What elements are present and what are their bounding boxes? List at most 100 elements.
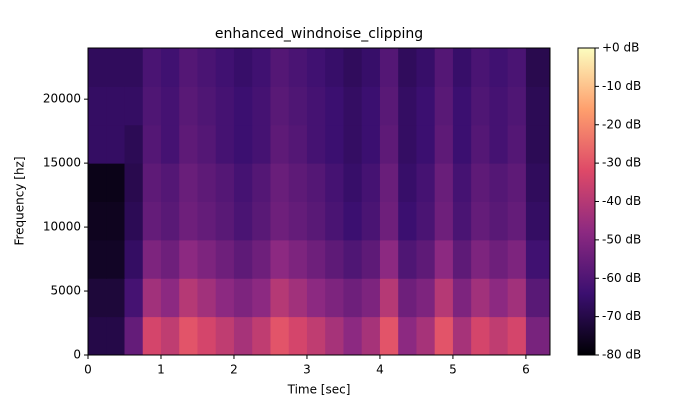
heatmap-cell xyxy=(106,316,125,356)
chart-title: enhanced_windnoise_clipping xyxy=(215,26,423,42)
heatmap-cell xyxy=(179,239,198,279)
heatmap-cell xyxy=(434,48,454,87)
heatmap-cell xyxy=(252,201,271,241)
heatmap-cell xyxy=(507,316,527,356)
heatmap-cell xyxy=(124,201,144,241)
heatmap-cell xyxy=(270,278,290,318)
heatmap-cell xyxy=(343,124,363,164)
heatmap-cell xyxy=(452,163,472,202)
heatmap-cell xyxy=(215,48,235,87)
heatmap-cell xyxy=(215,278,235,318)
heatmap-cell xyxy=(452,278,472,318)
heatmap-cell xyxy=(489,316,509,356)
heatmap-cell xyxy=(142,86,162,126)
heatmap-cell xyxy=(124,163,144,202)
heatmap-cell xyxy=(142,201,162,241)
heatmap-cell xyxy=(361,86,381,126)
heatmap-cell xyxy=(416,163,436,202)
heatmap-cell xyxy=(398,201,417,241)
heatmap-cell xyxy=(489,278,509,318)
heatmap-cell xyxy=(343,201,363,241)
heatmap-cell xyxy=(471,316,490,356)
heatmap-cell xyxy=(142,48,162,87)
heatmap-cell xyxy=(398,124,417,164)
heatmap-cell xyxy=(233,124,253,164)
x-tick-label: 0 xyxy=(84,363,92,377)
heatmap-cell xyxy=(434,201,454,241)
heatmap-cell xyxy=(379,278,399,318)
heatmap-cell xyxy=(270,86,290,126)
heatmap-cell xyxy=(142,278,162,318)
heatmap-cell xyxy=(252,124,271,164)
heatmap-cell xyxy=(343,48,363,87)
colorbar-tick-label: -70 dB xyxy=(602,309,641,323)
x-tick-label: 6 xyxy=(522,363,530,377)
heatmap-cell xyxy=(270,124,290,164)
heatmap-cell xyxy=(142,316,162,356)
heatmap-cell xyxy=(343,86,363,126)
heatmap-cell xyxy=(106,163,125,202)
heatmap-cell xyxy=(88,86,107,126)
heatmap-cell xyxy=(179,316,198,356)
heatmap-cell xyxy=(361,163,381,202)
heatmap-cell xyxy=(471,124,490,164)
heatmap-cell xyxy=(325,124,344,164)
heatmap-cell xyxy=(343,316,363,356)
x-axis-label: Time [sec] xyxy=(287,383,351,397)
colorbar-tick-label: +0 dB xyxy=(602,41,639,55)
heatmap-cell xyxy=(233,239,253,279)
heatmap-cell xyxy=(489,48,509,87)
x-tick-label: 4 xyxy=(376,363,384,377)
heatmap-cell xyxy=(361,316,381,356)
y-axis-label: Frequency [hz] xyxy=(13,156,27,245)
heatmap-cell xyxy=(507,86,527,126)
heatmap-cell xyxy=(288,278,308,318)
heatmap-cell xyxy=(106,278,125,318)
heatmap-cell xyxy=(434,124,454,164)
heatmap-cell xyxy=(106,48,125,87)
heatmap-cell xyxy=(343,163,363,202)
heatmap-cell xyxy=(179,163,198,202)
colorbar-tick-label: -20 dB xyxy=(602,117,641,131)
y-tick-label: 5000 xyxy=(50,284,81,298)
heatmap-cell xyxy=(88,48,107,87)
y-tick-label: 0 xyxy=(73,348,81,362)
heatmap-cell xyxy=(361,201,381,241)
heatmap-cell xyxy=(179,124,198,164)
heatmap-cell xyxy=(179,48,198,87)
heatmap-cell xyxy=(197,163,217,202)
heatmap-cell xyxy=(106,86,125,126)
heatmap-cell xyxy=(489,163,509,202)
heatmap-cell xyxy=(197,239,217,279)
heatmap-cell xyxy=(525,316,551,356)
heatmap-cell xyxy=(88,278,107,318)
heatmap-cell xyxy=(452,316,472,356)
heatmap-cell xyxy=(270,316,290,356)
heatmap-cell xyxy=(507,124,527,164)
heatmap-cell xyxy=(106,239,125,279)
heatmap-cell xyxy=(88,316,107,356)
heatmap-cell xyxy=(525,201,551,241)
heatmap-cell xyxy=(160,86,180,126)
heatmap-cell xyxy=(233,316,253,356)
colorbar-tick-label: -50 dB xyxy=(602,232,641,246)
heatmap-cell xyxy=(197,86,217,126)
heatmap-cell xyxy=(215,163,235,202)
heatmap-cell xyxy=(252,86,271,126)
heatmap-cell xyxy=(215,124,235,164)
heatmap-cell xyxy=(379,239,399,279)
heatmap-cell xyxy=(343,239,363,279)
heatmap-cell xyxy=(288,86,308,126)
heatmap-cell xyxy=(525,86,551,126)
heatmap-cell xyxy=(489,201,509,241)
heatmap-cell xyxy=(471,239,490,279)
heatmap-cell xyxy=(179,278,198,318)
heatmap-cell xyxy=(361,278,381,318)
heatmap-cell xyxy=(379,86,399,126)
colorbar-tick-label: -30 dB xyxy=(602,156,641,170)
heatmap-cell xyxy=(106,124,125,164)
colorbar xyxy=(577,47,596,356)
heatmap-cell xyxy=(142,163,162,202)
heatmap-cell xyxy=(288,124,308,164)
heatmap-cell xyxy=(215,239,235,279)
